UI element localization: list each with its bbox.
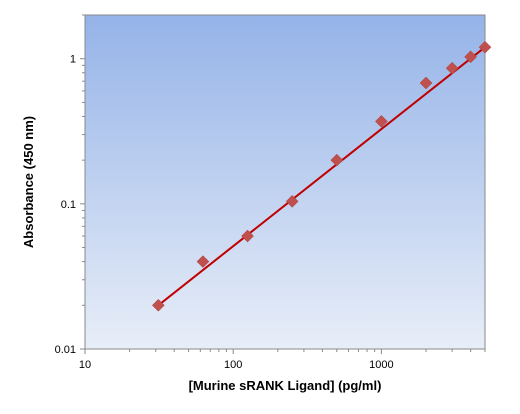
y-tick-label: 0.01 [55, 344, 76, 356]
x-tick-label: 10 [79, 359, 91, 371]
data-point [196, 255, 210, 268]
plot-area [84, 14, 486, 350]
y-axis-title: Absorbance (450 nm) [21, 116, 36, 248]
data-point [375, 115, 388, 128]
y-tick-label: 0.1 [61, 199, 76, 211]
x-axis-title: [Murine sRANK Ligand] (pg/ml) [189, 378, 382, 393]
x-tick-label: 100 [224, 359, 242, 371]
y-tick-label: 1 [70, 54, 76, 66]
data-point [151, 298, 165, 312]
x-axis: 10 100 1000 [79, 349, 486, 371]
data-point [285, 195, 299, 208]
x-tick-label: 1000 [369, 359, 393, 371]
data-point [445, 61, 459, 75]
fit-line [157, 46, 486, 307]
y-axis: 0.01 0.1 1 [55, 14, 85, 356]
fit-line-layer [157, 46, 486, 307]
data-points [151, 40, 492, 312]
data-point [241, 229, 254, 243]
data-point [464, 50, 477, 64]
data-point [330, 153, 344, 167]
data-point [419, 76, 433, 90]
data-point [478, 40, 492, 54]
